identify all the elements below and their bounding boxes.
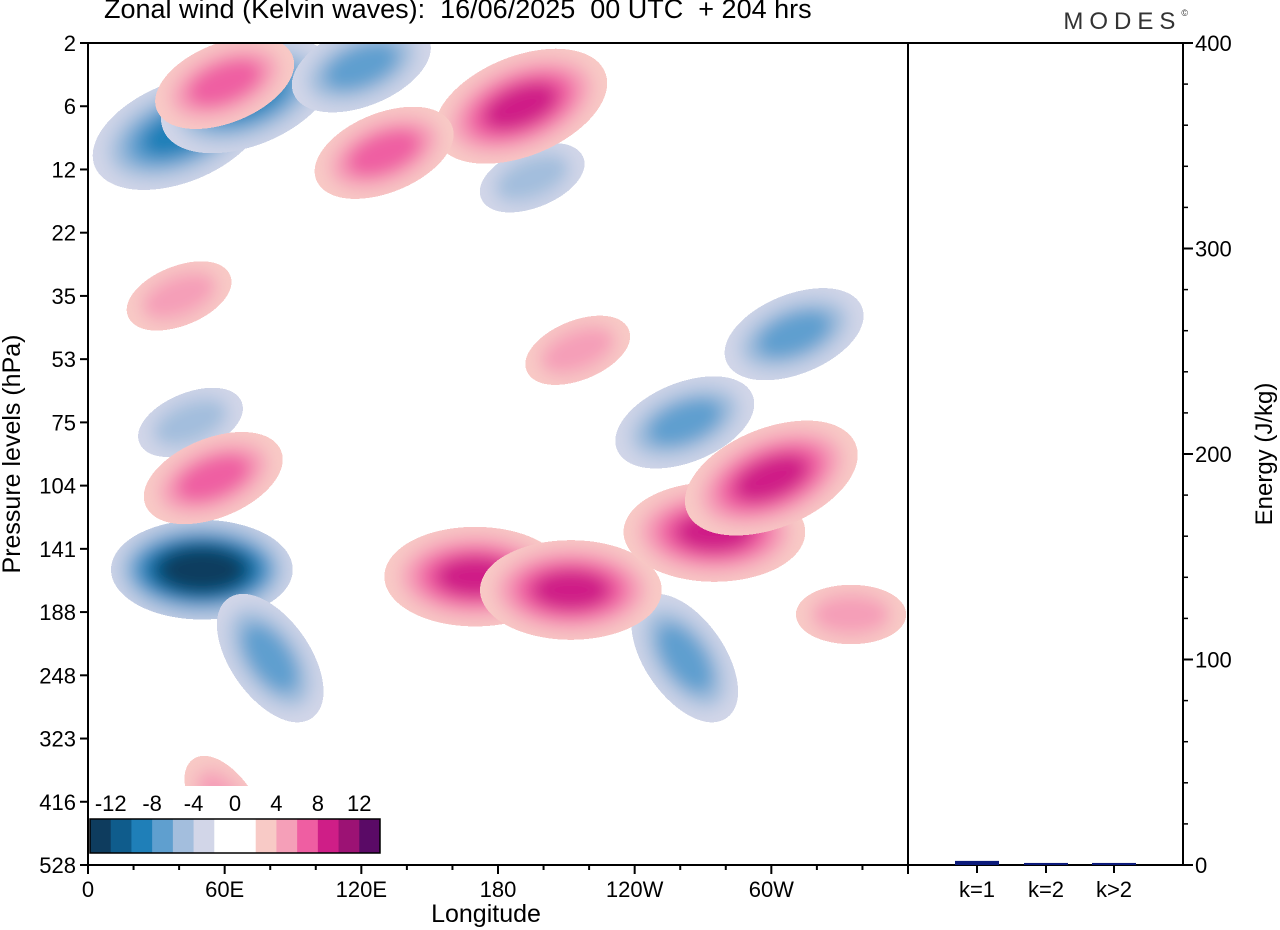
contour-band [756,310,832,358]
colorbar-swatch [152,819,174,853]
contour-band [494,154,570,202]
wind-anomaly-negative-6 [630,592,739,724]
x-tick-label: 60E [205,877,244,902]
colorbar-swatch [90,819,112,853]
y-tick-label: 35 [52,284,76,309]
colorbar-label: 8 [312,791,324,816]
wind-anomaly-positive-15 [478,539,663,640]
wind-anomaly-negative-7 [723,287,865,381]
colorbar-swatch [193,819,215,853]
energy-bar-k=1 [955,860,999,865]
y-tick-label: 6 [64,94,76,119]
contour-band [531,569,611,610]
colorbar-swatch [172,819,195,853]
colorbar-swatch [214,819,236,853]
energy-panel: 0 100 200 300 400 Energy (J/kg) k=1 k=2 k>2 [907,31,1278,902]
contour-band [733,454,809,502]
colorbar-swatch [276,819,298,853]
contour-band [323,43,399,91]
energy-tick-label: 100 [1195,648,1232,673]
contour-band [242,623,299,693]
colorbar-label: 0 [229,791,241,816]
colorbar-swatch [359,819,381,853]
contour-band [187,59,263,107]
colorbar-label: -4 [184,791,204,816]
energy-category-label: k>2 [1096,877,1132,902]
energy-tick-label: 400 [1195,31,1232,56]
contour-band [656,623,713,693]
colorbar-swatch [297,819,319,853]
colorbar: -12 -8 -4 0 4 8 12 [88,786,382,858]
contour-band [169,553,234,586]
wind-anomaly-negative-5 [614,375,756,469]
contour-band [483,82,559,130]
x-tick-label: 120W [606,877,664,902]
energy-category-label: k=1 [959,877,995,902]
modes-logo: MODES© [1063,8,1188,36]
x-tick-label: 0 [82,877,94,902]
energy-bar-k=2 [1024,862,1068,865]
colorbar-swatch [338,819,360,853]
y-tick-label: 53 [52,347,76,372]
energy-tick-label: 300 [1195,237,1232,262]
x-tick-label: 60W [749,877,794,902]
x-tick-label: 120E [336,877,387,902]
energy-tick-label: 0 [1195,853,1207,878]
energy-category-label: k=2 [1028,877,1064,902]
wind-anomaly-positive-17 [684,420,859,536]
colorbar-swatch [235,819,257,853]
wind-anomaly-positive-18 [523,315,632,386]
contour-band [153,398,228,447]
contour-band [811,594,891,635]
wind-anomaly-positive-10 [433,48,609,164]
y-tick-label: 188 [39,600,76,625]
energy-tick-label: 200 [1195,442,1232,467]
y-axis-label: Pressure levels (hPa) [0,335,26,574]
contour-band [346,129,422,177]
wind-anomaly-negative-1 [216,592,325,724]
wind-anomaly-positive-13 [142,431,284,525]
colorbar-label: 4 [270,791,282,816]
y-tick-label: 12 [52,157,76,182]
colorbar-swatch [317,819,340,853]
chart-title: Zonal wind (Kelvin waves): 16/06/2025 00… [104,0,812,24]
y-tick-label: 248 [39,663,76,688]
colorbar-label: -12 [95,791,127,816]
y-tick-label: 416 [39,790,76,815]
y-tick-label: 75 [52,410,76,435]
contour-band [540,326,616,374]
x-tick-label: 180 [480,877,517,902]
y-tick-label: 528 [39,853,76,878]
colorbar-swatch [110,819,132,853]
contour-band [141,272,217,320]
y-tick-label: 104 [39,474,76,499]
wind-anomaly-positive-12 [153,43,296,130]
brand-text: MODES [1063,8,1182,35]
wind-anomaly-positive-11 [313,106,455,200]
y-tick-label: 2 [64,31,76,56]
y-tick-label: 323 [39,727,76,752]
colorbar-swatch [255,819,277,853]
energy-bar-k>2 [1092,862,1136,865]
y-tick-label: 141 [39,537,76,562]
colorbar-label: -8 [142,791,162,816]
colorbar-swatch [131,819,153,853]
contour-band [175,454,251,502]
energy-axis-label: Energy (J/kg) [1251,383,1278,526]
y-tick-label: 22 [52,221,76,246]
colorbar-frame [89,818,381,854]
colorbar-label: 12 [347,791,371,816]
x-axis-label: Longitude [431,900,541,928]
copyright-mark: © [1181,8,1188,18]
wind-anomaly-positive-19 [794,584,908,645]
wind-anomaly-positive-21 [125,260,234,331]
contour-band [647,398,723,447]
energy-frame [907,42,1184,866]
